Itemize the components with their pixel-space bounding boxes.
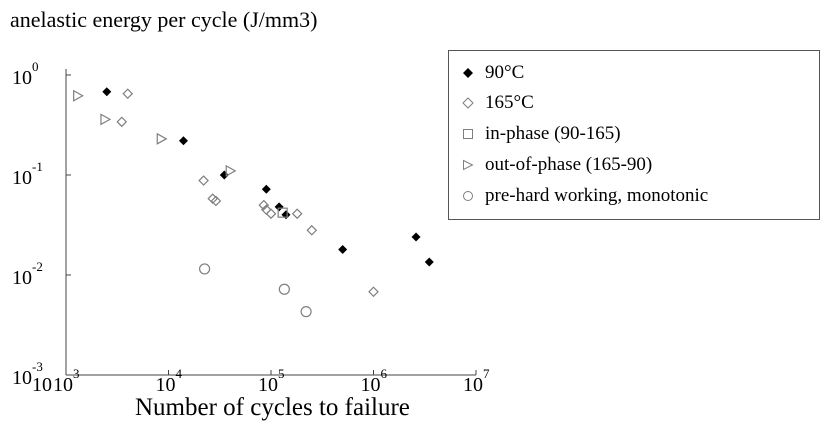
- y-tick-label: 100: [12, 59, 39, 89]
- data-point-165c: [116, 116, 128, 128]
- data-point-165c: [210, 195, 222, 207]
- y-tick-label: 10-2: [12, 259, 43, 289]
- data-point-165c: [258, 199, 270, 211]
- filled-diamond-icon: [457, 63, 479, 83]
- data-point-in-phase: [277, 207, 288, 218]
- data-point-out-of-phase: [100, 113, 112, 126]
- legend-label: in-phase (90-165): [485, 123, 621, 144]
- legend: 90°C 165°C in-phase (90-165) out-of-phas…: [448, 50, 820, 220]
- y-axis-label: anelastic energy per cycle (J/mm3): [10, 7, 318, 32]
- data-point-165c: [368, 286, 379, 298]
- open-diamond-icon: [457, 93, 479, 113]
- data-point-165c: [122, 88, 134, 100]
- legend-item-pre-hard-working: pre-hard working, monotonic: [457, 182, 708, 210]
- data-point-pre-hard-working: [198, 263, 211, 275]
- data-point-165c: [306, 224, 318, 236]
- data-point-out-of-phase: [156, 132, 168, 145]
- x-tick-label: 106: [361, 366, 388, 396]
- x-tick-label: 104: [156, 366, 183, 396]
- legend-item-165c: 165°C: [457, 89, 534, 117]
- y-tick-label: 10-3: [12, 359, 43, 389]
- legend-item-in-phase: in-phase (90-165): [457, 120, 621, 148]
- open-triangle-right-icon: [457, 155, 479, 175]
- legend-label: 90°C: [485, 62, 525, 83]
- legend-item-90c: 90°C: [457, 59, 524, 87]
- data-point-pre-hard-working: [278, 283, 290, 295]
- data-point-165c: [198, 175, 209, 186]
- open-circle-icon: [457, 186, 479, 206]
- data-point-out-of-phase: [225, 164, 237, 177]
- data-point-pre-hard-working: [300, 306, 312, 318]
- data-point-90c: [178, 136, 188, 146]
- data-point-90c: [424, 257, 434, 267]
- data-point-90c: [261, 184, 271, 194]
- data-point-165c: [265, 208, 277, 220]
- data-point-165c: [291, 208, 303, 220]
- x-tick-label: 103: [53, 366, 80, 396]
- data-point-out-of-phase: [73, 89, 84, 102]
- legend-label: 165°C: [485, 92, 534, 113]
- data-point-90c: [102, 87, 112, 97]
- x-tick-label: 105: [258, 366, 285, 396]
- open-square-icon: [457, 124, 479, 144]
- data-point-90c: [281, 210, 291, 220]
- data-point-90c: [411, 232, 421, 242]
- data-point-90c: [274, 202, 284, 212]
- legend-label: out-of-phase (165-90): [485, 154, 653, 175]
- x-axis-label: Number of cycles to failure: [135, 394, 410, 421]
- y-tick-label: 10-1: [12, 159, 43, 189]
- data-point-90c: [338, 244, 348, 254]
- legend-label: pre-hard working, monotonic: [485, 185, 709, 206]
- x-tick-label: 107: [463, 366, 490, 396]
- x-tick-label-origin: 10: [32, 374, 52, 396]
- legend-item-out-of-phase: out-of-phase (165-90): [457, 151, 652, 179]
